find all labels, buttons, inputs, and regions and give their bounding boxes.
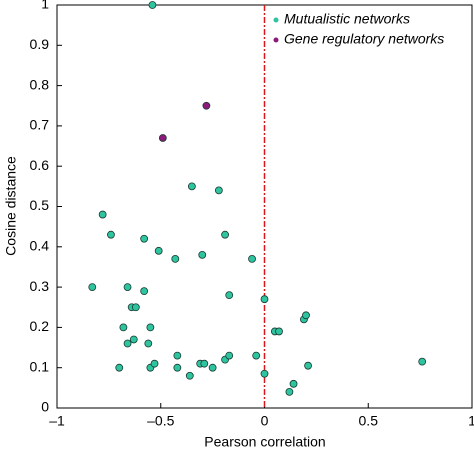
point [107,230,115,239]
y-tick-label: 0.5 [30,197,50,213]
point [275,327,283,336]
point [185,371,194,380]
point [187,182,196,191]
point [214,186,223,195]
point [150,359,159,368]
point [144,339,153,348]
point [260,369,269,378]
y-tick-label: 1 [41,0,49,12]
point [158,134,167,142]
point [252,351,261,360]
x-tick-label: 0.5 [359,413,379,429]
point [225,351,234,360]
legend-marker [273,17,279,23]
x-tick-label: –1 [49,413,65,429]
point [123,283,132,292]
point [304,361,312,370]
point [154,246,163,255]
point [148,1,157,9]
y-axis-label: Cosine distance [3,156,19,256]
point [119,323,128,332]
legend-marker [273,37,279,43]
point [302,311,310,320]
point [123,339,132,348]
point [208,363,217,372]
legend-label: Gene regulatory networks [284,31,444,47]
point [260,295,269,304]
point [146,323,155,332]
y-tick-label: 0.1 [30,358,50,374]
point [88,283,97,292]
point [173,363,182,372]
point [173,351,182,360]
x-tick-label: 0 [261,413,269,429]
x-tick-label: 1 [468,413,474,429]
point [200,359,209,368]
y-tick-label: 0 [41,399,49,415]
point [131,303,140,312]
point [140,234,149,243]
point [198,250,207,259]
point [202,101,211,110]
point [171,254,180,263]
x-axis-label: Pearson correlation [204,434,325,450]
point [115,363,124,372]
point [140,287,149,296]
y-tick-label: 0.9 [30,36,50,52]
legend-label: Mutualistic networks [284,11,410,27]
point [221,230,229,239]
x-tick-label: –0.5 [147,413,174,429]
y-tick-label: 0.4 [30,238,50,254]
point [248,254,256,263]
y-tick-label: 0.3 [30,278,50,294]
point [285,387,294,396]
point [225,291,234,300]
point [98,210,107,219]
point [418,357,427,366]
point [289,379,298,388]
y-tick-label: 0.6 [30,157,50,173]
y-tick-label: 0.8 [30,76,50,92]
y-tick-label: 0.7 [30,117,50,133]
point [129,335,138,344]
y-tick-label: 0.2 [30,318,50,334]
